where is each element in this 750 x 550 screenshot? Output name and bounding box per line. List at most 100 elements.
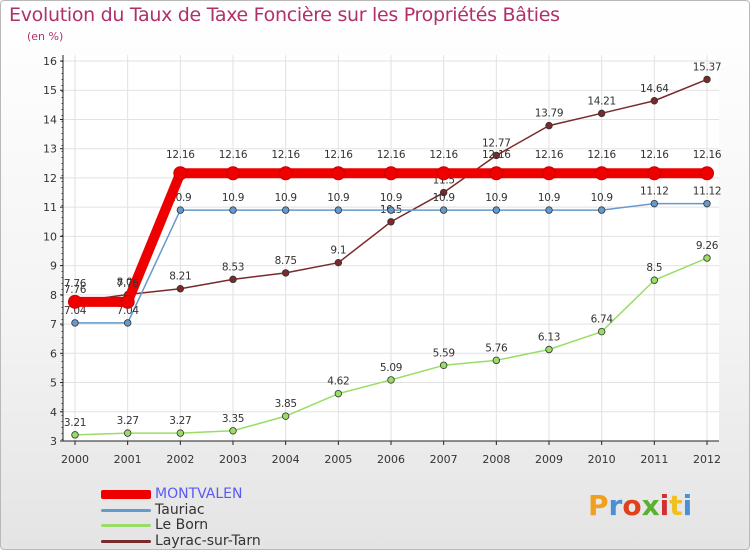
data-label-le-born: 5.59 (433, 347, 455, 359)
data-label-montvalen: 12.16 (640, 149, 669, 161)
data-label-layrac-sur-tarn: 8.53 (222, 261, 244, 273)
data-point-layrac-sur-tarn (545, 121, 553, 130)
x-tick-label: 2000 (61, 453, 89, 466)
y-tick-label: 7 (50, 318, 57, 331)
data-label-montvalen: 12.16 (166, 149, 195, 161)
data-label-montvalen: 7.76 (117, 278, 140, 290)
legend-label-layrac-sur-tarn: Layrac-sur-Tarn (155, 532, 261, 549)
legend-item-layrac-sur-tarn[interactable]: Layrac-sur-Tarn (101, 532, 261, 550)
legend-label-tauriac: Tauriac (155, 501, 205, 518)
data-point-montvalen (594, 166, 609, 181)
data-point-le-born (545, 345, 553, 354)
data-point-tauriac (281, 206, 290, 214)
data-label-layrac-sur-tarn: 15.37 (693, 61, 722, 73)
x-tick-label: 2010 (588, 453, 616, 466)
data-label-le-born: 3.85 (275, 398, 297, 410)
data-point-le-born (123, 429, 132, 437)
y-tick-label: 14 (43, 113, 57, 126)
data-point-le-born (387, 376, 395, 384)
data-label-tauriac: 7.04 (64, 305, 87, 317)
data-point-tauriac (545, 206, 553, 214)
data-label-montvalen: 12.16 (271, 149, 300, 161)
y-tick-label: 4 (50, 406, 57, 419)
data-point-le-born (650, 276, 659, 284)
data-point-montvalen (226, 166, 240, 181)
data-label-le-born: 6.13 (538, 332, 560, 344)
data-label-le-born: 9.26 (696, 240, 719, 252)
data-label-layrac-sur-tarn: 14.21 (587, 95, 616, 107)
data-label-le-born: 3.35 (222, 413, 244, 425)
data-label-montvalen: 12.16 (693, 149, 722, 161)
data-point-le-born (334, 389, 343, 398)
data-point-layrac-sur-tarn (229, 275, 237, 284)
data-label-montvalen: 12.16 (482, 149, 511, 161)
data-label-le-born: 5.09 (380, 362, 402, 374)
data-label-montvalen: 12.16 (587, 149, 616, 161)
data-label-le-born: 3.27 (117, 415, 139, 427)
data-label-layrac-sur-tarn: 14.64 (640, 83, 669, 95)
data-label-montvalen: 12.16 (535, 149, 564, 161)
data-label-tauriac: 10.9 (222, 192, 244, 204)
y-tick-label: 3 (50, 435, 57, 448)
data-point-le-born (492, 356, 501, 365)
data-point-tauriac (439, 206, 448, 214)
x-tick-label: 2002 (166, 453, 194, 466)
data-point-layrac-sur-tarn (703, 75, 711, 84)
chart-legend: MONTVALEN Tauriac Le Born Layrac-sur-Tar… (101, 487, 261, 549)
legend-swatch-le-born (101, 524, 151, 528)
y-tick-label: 12 (43, 172, 57, 185)
data-point-layrac-sur-tarn (439, 188, 448, 197)
y-tick-label: 13 (43, 143, 57, 156)
data-point-layrac-sur-tarn (492, 151, 501, 160)
x-tick-label: 2004 (272, 453, 300, 466)
data-label-le-born: 4.62 (327, 376, 349, 388)
data-point-layrac-sur-tarn (176, 285, 185, 293)
x-tick-label: 2008 (482, 453, 510, 466)
data-label-layrac-sur-tarn: 13.79 (535, 108, 564, 120)
data-point-montvalen (647, 166, 662, 181)
data-point-tauriac (650, 199, 659, 208)
data-point-le-born (439, 361, 448, 369)
data-point-tauriac (492, 206, 501, 214)
chart-title: Evolution du Taux de Taxe Foncière sur l… (9, 4, 560, 26)
x-tick-label: 2009 (535, 453, 563, 466)
data-point-le-born (71, 431, 79, 439)
data-point-layrac-sur-tarn (650, 97, 659, 105)
data-point-tauriac (334, 206, 343, 214)
data-label-tauriac: 10.9 (327, 192, 349, 204)
legend-label-montvalen: MONTVALEN (155, 486, 243, 503)
proxiti-logo: Proxiti (588, 489, 692, 522)
data-point-le-born (176, 429, 185, 437)
legend-item-tauriac[interactable]: Tauriac (101, 501, 261, 519)
data-label-tauriac: 10.9 (380, 192, 402, 204)
data-point-tauriac (703, 199, 711, 208)
data-label-layrac-sur-tarn: 9.1 (330, 245, 346, 257)
data-point-montvalen (120, 294, 135, 309)
legend-item-montvalen[interactable]: MONTVALEN (101, 487, 261, 503)
y-tick-label: 8 (50, 289, 57, 302)
data-label-montvalen: 12.16 (324, 149, 353, 161)
y-tick-label: 5 (50, 377, 57, 390)
x-tick-label: 2006 (377, 453, 405, 466)
legend-item-le-born[interactable]: Le Born (101, 518, 261, 534)
legend-swatch-layrac-sur-tarn (101, 539, 151, 543)
y-tick-label: 15 (43, 84, 57, 97)
data-label-tauriac: 11.12 (693, 186, 722, 198)
x-tick-label: 2005 (324, 453, 352, 466)
data-label-tauriac: 10.9 (591, 192, 613, 204)
data-point-tauriac (176, 206, 185, 214)
logo-letter: i (659, 489, 670, 522)
data-point-montvalen (542, 166, 556, 181)
x-tick-label: 2011 (640, 453, 668, 466)
data-point-tauriac (387, 206, 395, 214)
data-point-tauriac (123, 319, 132, 327)
data-label-tauriac: 11.12 (640, 186, 669, 198)
data-point-montvalen (278, 166, 293, 181)
data-point-le-born (597, 327, 606, 336)
data-label-le-born: 3.27 (169, 415, 191, 427)
data-point-le-born (281, 412, 290, 420)
data-point-le-born (229, 427, 237, 435)
logo-letter: o (622, 489, 642, 522)
